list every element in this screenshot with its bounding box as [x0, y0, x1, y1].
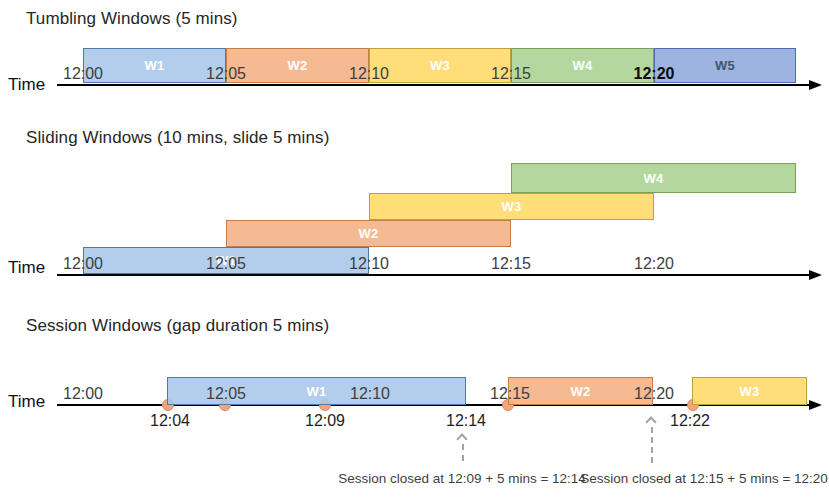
window-label-w3: W3	[739, 384, 759, 399]
annotation-arrow-stem	[651, 427, 653, 463]
time-tick-tumbling-12-10: 12:10	[349, 63, 389, 84]
window-label-w3: W3	[501, 199, 521, 214]
tumbling-time-axis	[57, 84, 809, 86]
sliding-time-axis-label: Time	[8, 258, 45, 278]
session-closed-note-2: Session closed at 12:15 + 5 mins = 12:20	[580, 471, 828, 486]
window-tumbling-w1: W1	[83, 48, 226, 83]
time-tick-session-12-05: 12:05	[206, 383, 246, 404]
time-tick-session-12-20: 12:20	[634, 383, 674, 404]
window-label-w1: W1	[144, 58, 164, 73]
window-tumbling-w5: W5	[654, 48, 796, 83]
window-label-w4: W4	[572, 58, 592, 73]
event-time-label-12-09: 12:09	[305, 412, 345, 430]
window-label-w5: W5	[715, 58, 735, 73]
time-tick-sliding-12-15: 12:15	[491, 253, 531, 274]
event-time-label-12-14: 12:14	[446, 412, 486, 430]
window-label-w2: W2	[570, 384, 590, 399]
time-tick-tumbling-12-00: 12:00	[63, 63, 103, 84]
window-label-w2: W2	[358, 226, 378, 241]
time-tick-tumbling-12-20: 12:20	[634, 63, 675, 84]
windowing-diagram: Tumbling Windows (5 mins) Time Sliding W…	[0, 0, 829, 498]
time-tick-sliding-12-20: 12:20	[634, 253, 674, 274]
time-tick-session-12-15: 12:15	[490, 383, 530, 404]
window-tumbling-w3: W3	[369, 48, 511, 83]
sliding-time-axis	[57, 274, 809, 276]
window-label-w3: W3	[430, 58, 450, 73]
session-time-axis-label: Time	[8, 392, 45, 412]
window-sliding-w3: W3	[369, 193, 654, 220]
time-tick-sliding-12-00: 12:00	[63, 253, 103, 274]
annotation-arrow-up-icon	[645, 416, 656, 427]
time-tick-session-12-10: 12:10	[350, 383, 390, 404]
window-tumbling-w2: W2	[226, 48, 369, 83]
annotation-arrow-up-icon	[456, 433, 467, 444]
time-tick-sliding-12-10: 12:10	[349, 253, 389, 274]
tumbling-time-axis-label: Time	[8, 75, 45, 95]
event-time-label-12-04: 12:04	[150, 412, 190, 430]
tumbling-section-title: Tumbling Windows (5 mins)	[26, 9, 238, 29]
session-closed-note-1: Session closed at 12:09 + 5 mins = 12:14	[338, 471, 586, 486]
annotation-arrow-stem	[462, 444, 464, 461]
sliding-section-title: Sliding Windows (10 mins, slide 5 mins)	[26, 128, 329, 148]
window-sliding-w2: W2	[226, 220, 511, 247]
time-tick-session-12-00: 12:00	[63, 383, 103, 404]
window-label-w2: W2	[287, 58, 307, 73]
event-time-label-12-22: 12:22	[670, 412, 710, 430]
session-section-title: Session Windows (gap duration 5 mins)	[26, 316, 329, 336]
window-session-w3: W3	[692, 377, 807, 405]
window-sliding-w4: W4	[511, 163, 796, 193]
time-tick-tumbling-12-15: 12:15	[491, 63, 531, 84]
window-label-w4: W4	[643, 171, 663, 186]
time-tick-tumbling-12-05: 12:05	[206, 63, 246, 84]
time-tick-sliding-12-05: 12:05	[206, 253, 246, 274]
window-label-w1: W1	[306, 384, 326, 399]
